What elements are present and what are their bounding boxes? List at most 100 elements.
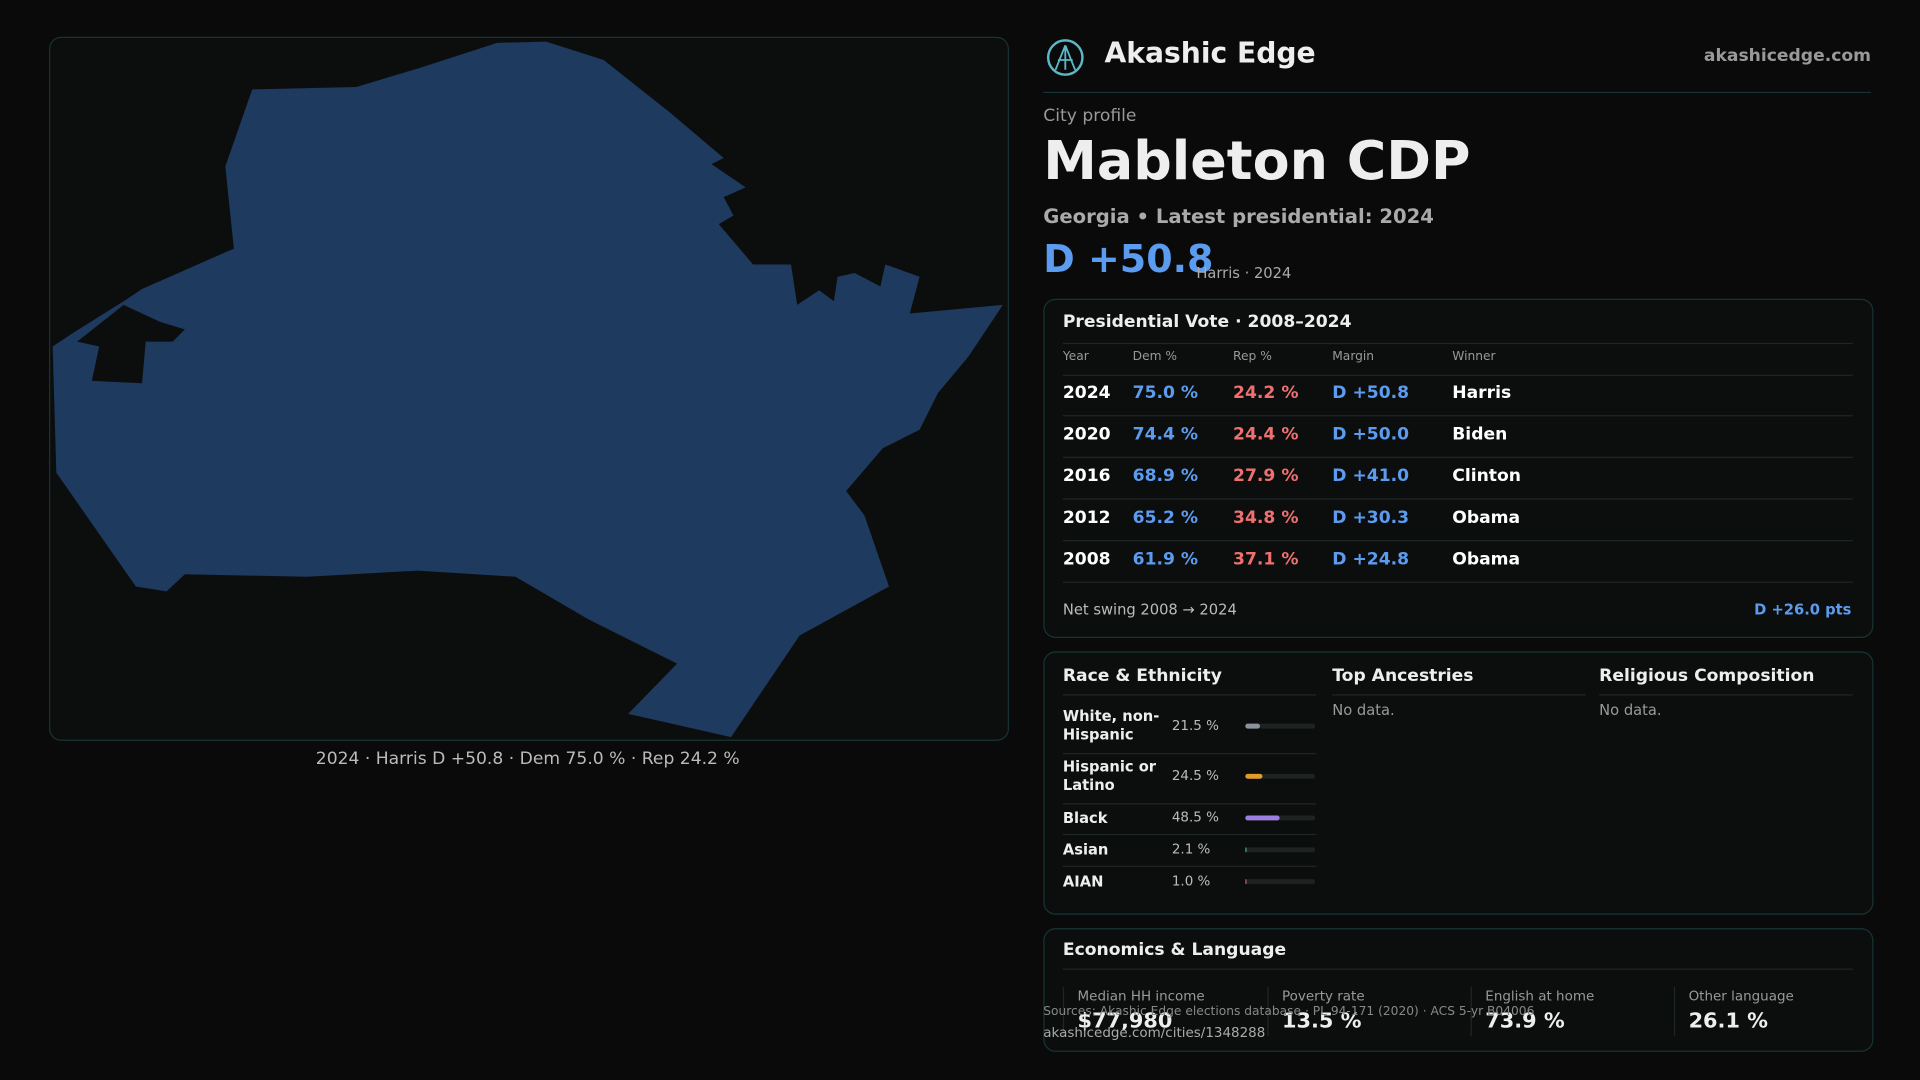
- table-cell: D +50.8: [1332, 383, 1410, 403]
- table-cell: 75.0 %: [1132, 383, 1199, 403]
- table-cell: 2008: [1062, 549, 1111, 570]
- column-header: Winner: [1452, 350, 1496, 364]
- swing-value: D +26.0 pts: [1754, 601, 1852, 619]
- column-header: Dem %: [1132, 350, 1178, 364]
- table-cell: 24.4 %: [1233, 424, 1299, 445]
- stat-label: Poverty rate: [1282, 988, 1365, 1005]
- table-cell: 27.9 %: [1233, 466, 1299, 487]
- race-name: White, non-Hispanic: [1062, 707, 1160, 744]
- page-url[interactable]: akashicedge.com/cities/1348288: [1043, 1024, 1266, 1041]
- city-shape: [52, 41, 1003, 738]
- demographics-panel: [1043, 651, 1874, 915]
- stat-value: $77,980: [1077, 1008, 1173, 1034]
- row-divider: [1062, 374, 1853, 376]
- stat-label: Median HH income: [1077, 988, 1205, 1005]
- divider: [1332, 694, 1586, 696]
- divider: [1062, 342, 1853, 345]
- row-divider: [1062, 803, 1317, 805]
- bar: [1245, 773, 1263, 779]
- divider: [1043, 91, 1872, 94]
- race-percent: 21.5 %: [1171, 717, 1219, 734]
- section-title: Religious Composition: [1599, 666, 1815, 686]
- divider: [1599, 694, 1853, 696]
- map-hole: [77, 304, 185, 384]
- table-cell: 68.9 %: [1132, 466, 1199, 487]
- table-cell: D +24.8: [1332, 549, 1410, 570]
- map-caption: 2024 · Harris D +50.8 · Dem 75.0 % · Rep…: [315, 749, 740, 769]
- table-cell: Biden: [1452, 424, 1508, 445]
- bar-track: [1245, 847, 1316, 853]
- bar-track: [1245, 815, 1316, 821]
- row-divider: [1062, 415, 1853, 417]
- bar: [1245, 879, 1246, 885]
- stat-label: English at home: [1485, 988, 1595, 1005]
- stat-label: Other language: [1688, 988, 1794, 1005]
- table-cell: Harris: [1452, 383, 1512, 403]
- row-divider: [1062, 865, 1317, 867]
- row-divider: [1062, 456, 1853, 458]
- table-cell: 2020: [1062, 424, 1111, 445]
- table-cell: 2016: [1062, 466, 1111, 487]
- bar: [1245, 815, 1280, 821]
- eyebrow: City profile: [1043, 106, 1137, 127]
- stat-divider: [1267, 986, 1269, 1036]
- map-panel: [48, 36, 1009, 741]
- race-name: AIAN: [1062, 873, 1104, 891]
- table-cell: D +41.0: [1332, 466, 1410, 487]
- table-cell: 61.9 %: [1132, 549, 1199, 570]
- table-cell: 24.2 %: [1233, 383, 1299, 403]
- stat-value: 13.5 %: [1282, 1008, 1362, 1034]
- table-cell: 37.1 %: [1233, 549, 1299, 570]
- table-cell: 34.8 %: [1233, 508, 1299, 528]
- subtitle: Georgia • Latest presidential: 2024: [1043, 204, 1434, 228]
- row-divider: [1062, 540, 1853, 542]
- race-percent: 48.5 %: [1171, 809, 1219, 826]
- swing-label: Net swing 2008 → 2024: [1062, 601, 1237, 619]
- race-name: Hispanic or Latino: [1062, 757, 1157, 794]
- presidential-panel: [1043, 298, 1874, 638]
- row-divider: [1062, 498, 1853, 500]
- section-title: Top Ancestries: [1332, 666, 1474, 686]
- table-cell: 74.4 %: [1132, 424, 1199, 445]
- race-name: Asian: [1062, 841, 1109, 859]
- stat-value: 26.1 %: [1688, 1008, 1769, 1034]
- table-cell: D +30.3: [1332, 508, 1410, 528]
- table-cell: 2024: [1062, 383, 1111, 403]
- row-divider: [1062, 833, 1317, 836]
- divider: [1062, 968, 1853, 970]
- table-cell: 2012: [1062, 508, 1111, 528]
- section-title: Race & Ethnicity: [1062, 666, 1222, 686]
- margin-note: Harris · 2024: [1196, 264, 1292, 282]
- brand-name: Akashic Edge: [1104, 37, 1316, 70]
- table-cell: Obama: [1452, 549, 1521, 570]
- section-title: Economics & Language: [1062, 940, 1287, 961]
- race-name: Black: [1062, 809, 1108, 827]
- no-data: No data.: [1332, 701, 1395, 719]
- source: Sources: Akashic Edge elections database…: [1043, 1005, 1535, 1019]
- table-cell: Obama: [1452, 508, 1521, 528]
- city-title: Mableton CDP: [1043, 129, 1471, 193]
- table-cell: 65.2 %: [1132, 508, 1199, 528]
- map: [52, 41, 1003, 738]
- row-divider: [1062, 581, 1853, 583]
- divider: [1062, 694, 1317, 696]
- column-header: Year: [1062, 350, 1089, 364]
- stat-divider: [1673, 986, 1676, 1036]
- headline-margin: D +50.8: [1043, 237, 1214, 282]
- bar-track: [1245, 723, 1316, 729]
- economics-panel: [1043, 928, 1874, 1052]
- stat-value: 73.9 %: [1485, 1008, 1565, 1034]
- logo: [1046, 39, 1084, 76]
- section-title: Presidential Vote · 2008–2024: [1062, 312, 1352, 332]
- table-cell: Clinton: [1452, 466, 1521, 487]
- table-cell: D +50.0: [1332, 424, 1410, 445]
- brand-url[interactable]: akashicedge.com: [1703, 46, 1872, 67]
- race-percent: 1.0 %: [1171, 873, 1211, 889]
- stat-divider: [1062, 986, 1065, 1036]
- stat-divider: [1470, 986, 1472, 1036]
- race-percent: 24.5 %: [1171, 767, 1219, 784]
- bar-track: [1245, 879, 1316, 885]
- row-divider: [1062, 753, 1317, 755]
